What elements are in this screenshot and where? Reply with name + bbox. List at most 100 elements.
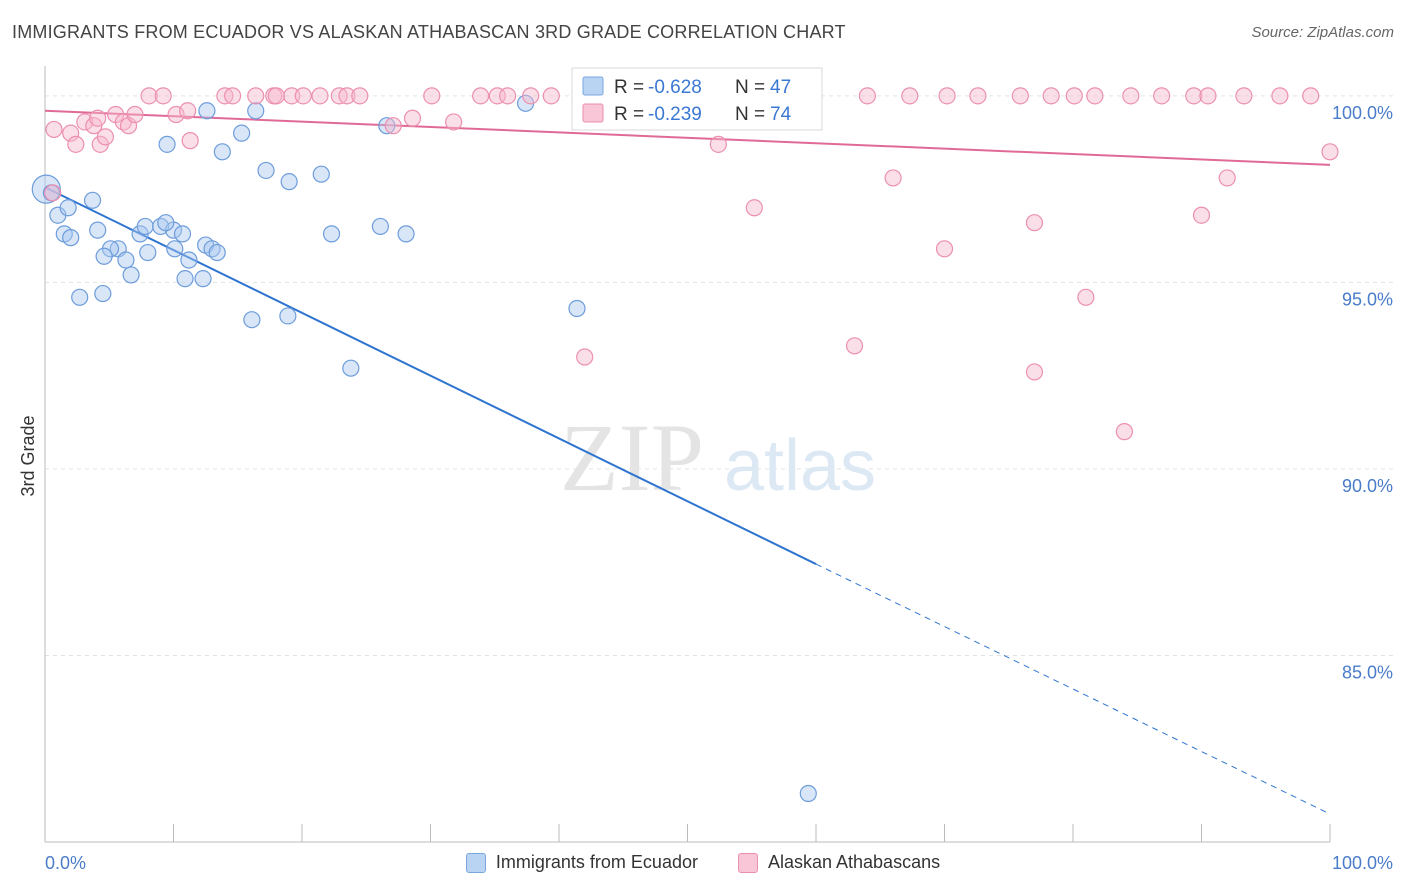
point-ecuador [89, 221, 107, 239]
point-athabascan [423, 87, 441, 105]
point-athabascan [445, 113, 463, 131]
point-athabascan [938, 87, 956, 105]
point-ecuador [59, 199, 77, 217]
point-athabascan [45, 120, 63, 139]
point-athabascan [294, 87, 312, 105]
point-athabascan [224, 87, 242, 105]
x-tick-labels: 0.0% 100.0% [45, 853, 1393, 873]
point-athabascan [1122, 87, 1140, 105]
point-athabascan [1235, 87, 1253, 105]
point-ecuador [198, 102, 216, 120]
point-athabascan [1185, 87, 1203, 105]
legend-swatch-blue [582, 76, 604, 96]
point-athabascan [1218, 169, 1236, 187]
point-athabascan [181, 132, 199, 150]
legend-label-athabascan: Alaskan Athabascans [767, 852, 941, 872]
chart-title: IMMIGRANTS FROM ECUADOR VS ALASKAN ATHAB… [12, 22, 846, 42]
point-athabascan [1115, 423, 1134, 441]
y-tick-label: 90.0% [1342, 476, 1393, 496]
trend-lines [44, 109, 1331, 815]
point-athabascan [709, 135, 727, 153]
y-tick-labels: 85.0% 90.0% 95.0% 100.0% [1332, 103, 1393, 683]
point-athabascan [1086, 87, 1104, 105]
legend-r-value-1: -0.628 [648, 77, 702, 98]
point-ecuador [83, 191, 102, 209]
point-ecuador [247, 102, 265, 120]
point-ecuador [71, 288, 89, 306]
legend-frame [571, 67, 823, 131]
point-athabascan [969, 87, 987, 105]
point-athabascan [542, 87, 560, 105]
point-ecuador [94, 284, 112, 303]
point-athabascan [576, 348, 594, 366]
legend-swatch-ecuador [465, 852, 486, 873]
legend-r-label-2: R = [614, 104, 644, 125]
point-athabascan [1065, 87, 1083, 105]
point-athabascan [745, 199, 763, 217]
point-athabascan [935, 240, 954, 258]
point-ecuador [233, 124, 251, 142]
point-athabascan [1011, 87, 1029, 105]
point-athabascan [884, 169, 902, 187]
point-athabascan [338, 87, 356, 105]
point-ecuador [158, 135, 176, 153]
point-ecuador [117, 251, 135, 269]
point-ecuador [243, 311, 261, 329]
legend-swatch-pink [582, 103, 604, 123]
point-ecuador [378, 117, 396, 135]
point-ecuador [208, 243, 226, 262]
y-tick-label: 95.0% [1342, 289, 1393, 309]
point-athabascan [76, 113, 94, 131]
point-athabascan [1025, 214, 1044, 232]
legend-n-label-1: N = [735, 77, 765, 98]
legend-n-value-1: 47 [770, 77, 791, 98]
point-athabascan [89, 109, 107, 127]
legend-n-value-2: 74 [770, 104, 792, 125]
point-ecuador [166, 240, 184, 258]
gridlines [45, 95, 1395, 656]
legend-r-label-1: R = [614, 77, 644, 98]
point-athabascan [858, 87, 877, 105]
point-athabascan [1025, 363, 1044, 381]
point-athabascan [140, 87, 158, 105]
point-ecuador [139, 243, 157, 262]
source-label: Source: ZipAtlas.com [1251, 24, 1394, 41]
point-athabascan [1153, 87, 1171, 105]
point-ecuador [176, 270, 194, 288]
point-ecuador [180, 251, 198, 269]
legend-label-ecuador: Immigrants from Ecuador [495, 852, 698, 872]
point-ecuador [62, 229, 80, 247]
trend-line-athabascan [44, 109, 1331, 166]
legend-box: R = -0.628 N = 47 R = -0.239 N = 74 [571, 67, 823, 131]
point-ecuador [312, 165, 330, 183]
point-ecuador [136, 217, 154, 236]
point-ecuador [371, 217, 389, 236]
point-athabascan [267, 87, 285, 105]
point-athabascan [67, 135, 85, 153]
point-ecuador [397, 225, 415, 243]
point-ecuador [257, 161, 275, 180]
point-athabascan [44, 184, 62, 202]
x-tick-label-end: 100.0% [1332, 853, 1393, 873]
point-athabascan [1199, 87, 1217, 105]
point-athabascan [901, 87, 919, 105]
point-athabascan [403, 109, 422, 127]
x-tick-label-start: 0.0% [45, 853, 86, 873]
point-ecuador [157, 214, 175, 232]
trend-line-ecuador-dashed [815, 563, 1331, 815]
legend-item-athabascan: Alaskan Athabascans [737, 852, 941, 873]
y-axis-title: 3rd Grade [18, 415, 38, 496]
point-ecuador [568, 299, 586, 318]
point-ecuador [342, 359, 360, 377]
point-athabascan [126, 105, 144, 124]
legend-swatch-athabascan [737, 852, 758, 873]
point-athabascan [1192, 206, 1211, 224]
point-ecuador [322, 225, 341, 243]
point-ecuador [279, 307, 297, 325]
point-athabascan [845, 337, 864, 355]
point-athabascan [384, 117, 402, 135]
point-ecuador [173, 225, 192, 243]
legend-bottom: Immigrants from Ecuador Alaskan Athabasc… [0, 852, 1406, 873]
point-athabascan [1271, 87, 1289, 105]
